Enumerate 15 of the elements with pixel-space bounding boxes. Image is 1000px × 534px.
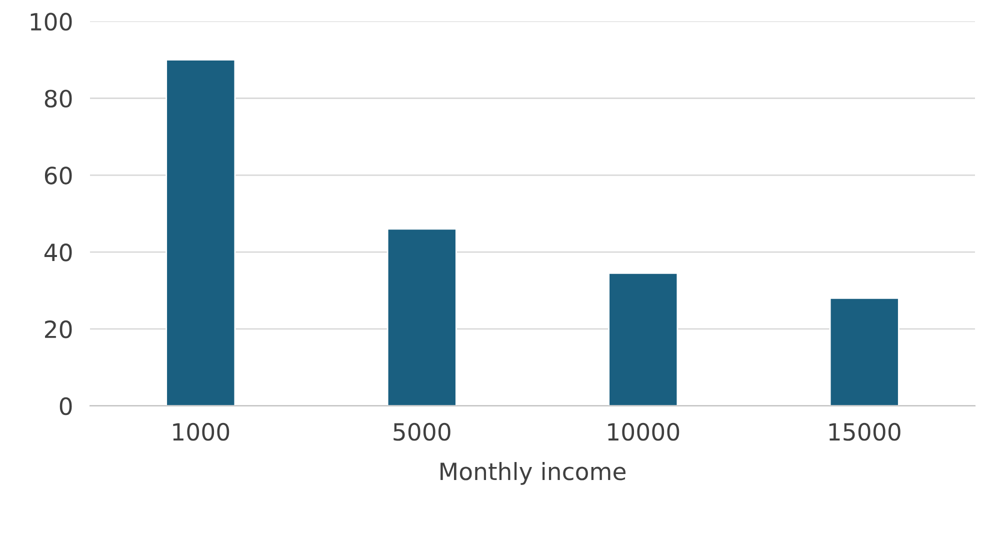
x-tick-label: 1000 <box>173 422 230 441</box>
x-axis-title: Monthly income <box>440 462 626 485</box>
bar <box>608 272 678 406</box>
bar <box>386 228 457 406</box>
y-tick-label: 40 <box>44 243 72 262</box>
y-tick-label: 60 <box>44 166 72 184</box>
x-tick-label: 15000 <box>829 422 900 441</box>
y-tick-label: 80 <box>44 90 72 108</box>
y-tick-label: 0 <box>60 397 72 416</box>
y-tick-label: 100 <box>30 12 72 31</box>
bar <box>166 59 236 406</box>
x-tick-label: 5000 <box>394 422 450 441</box>
x-tick-label: 10000 <box>608 422 680 441</box>
bar <box>829 297 900 406</box>
y-tick-label: 20 <box>45 320 72 338</box>
